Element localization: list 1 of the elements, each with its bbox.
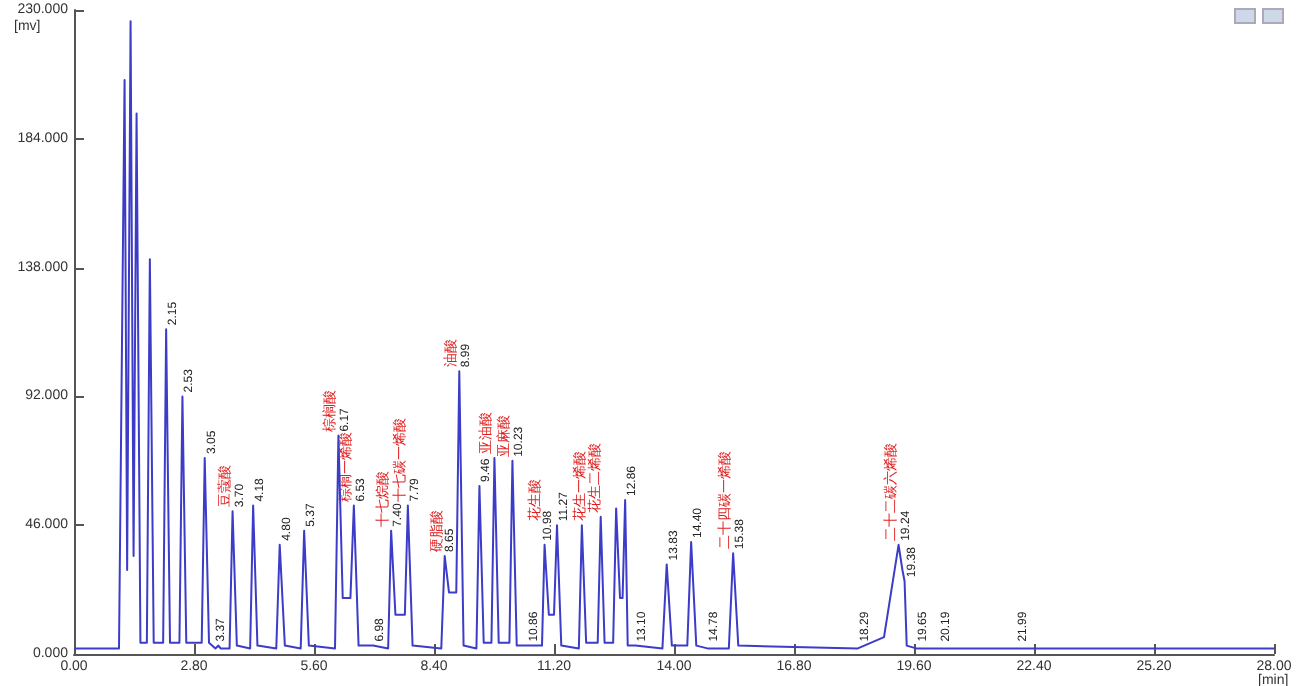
line-series	[73, 20, 1275, 650]
